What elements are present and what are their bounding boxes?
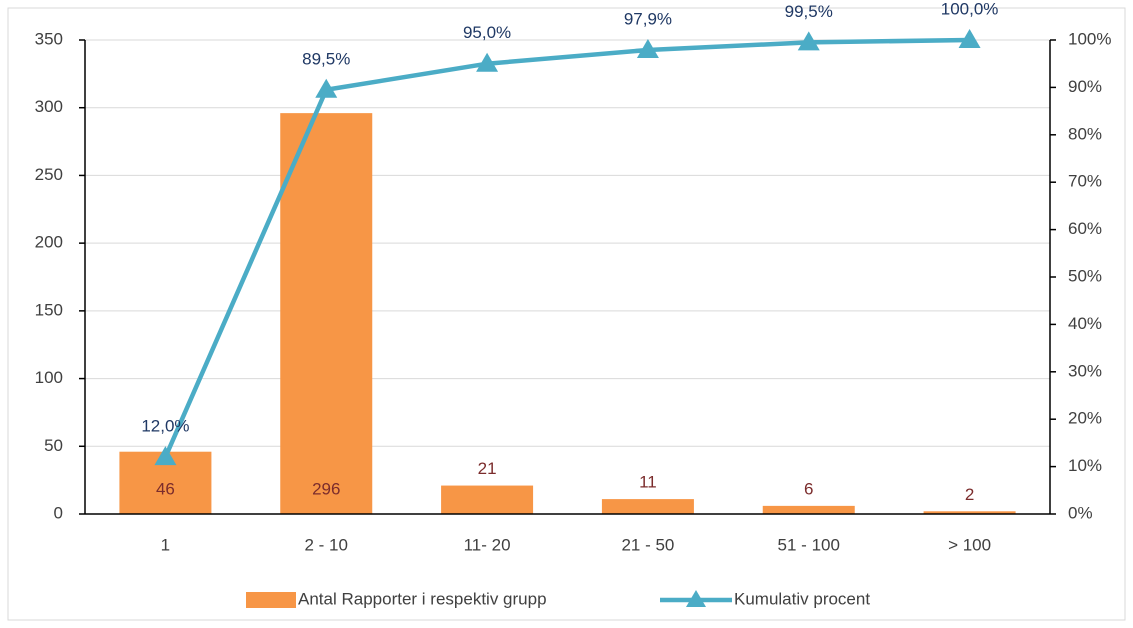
y2-tick-label: 50% <box>1068 266 1102 285</box>
bar <box>762 505 855 514</box>
x-tick-label: 21 - 50 <box>621 535 674 554</box>
legend-label: Kumulativ procent <box>734 589 870 608</box>
bar <box>923 511 1016 514</box>
y-tick-label: 50 <box>44 436 63 455</box>
y-tick-label: 200 <box>35 233 63 252</box>
bar-value-label: 2 <box>965 485 974 504</box>
bar-value-label: 6 <box>804 479 813 498</box>
y2-tick-label: 90% <box>1068 77 1102 96</box>
bar <box>280 113 373 514</box>
x-tick-label: 2 - 10 <box>305 535 348 554</box>
y-tick-label: 0 <box>54 503 63 522</box>
bar-value-label: 46 <box>156 479 175 498</box>
y-tick-label: 100 <box>35 368 63 387</box>
line-marker <box>315 78 338 98</box>
bar-value-label: 296 <box>312 479 340 498</box>
bar-value-label: 21 <box>478 459 497 478</box>
y2-tick-label: 10% <box>1068 456 1102 475</box>
y2-tick-label: 20% <box>1068 409 1102 428</box>
y-tick-label: 350 <box>35 29 63 48</box>
legend-swatch <box>246 592 296 608</box>
y-tick-label: 150 <box>35 300 63 319</box>
x-tick-label: 51 - 100 <box>778 535 840 554</box>
line-value-label: 99,5% <box>785 2 833 21</box>
line-value-label: 89,5% <box>302 49 350 68</box>
legend-marker <box>686 590 706 607</box>
line-value-label: 95,0% <box>463 23 511 42</box>
y2-tick-label: 40% <box>1068 314 1102 333</box>
line <box>163 37 970 459</box>
bar <box>441 485 534 514</box>
x-tick-label: > 100 <box>948 535 991 554</box>
line-marker <box>797 31 820 51</box>
y-tick-label: 250 <box>35 165 63 184</box>
line-value-label: 12,0% <box>141 417 189 436</box>
line-value-label: 97,9% <box>624 9 672 28</box>
x-tick-label: 1 <box>161 535 170 554</box>
bar <box>601 499 694 514</box>
y2-tick-label: 100% <box>1068 29 1111 48</box>
y2-tick-label: 80% <box>1068 124 1102 143</box>
line-marker <box>476 52 499 72</box>
line-value-label: 100,0% <box>941 0 999 18</box>
y-tick-label: 300 <box>35 97 63 116</box>
line-marker <box>154 446 177 466</box>
bar-value-label: 11 <box>639 473 657 492</box>
y2-tick-label: 30% <box>1068 361 1102 380</box>
chart-frame <box>7 7 1126 621</box>
line-marker <box>958 29 981 48</box>
y2-tick-label: 0% <box>1068 503 1093 522</box>
y2-tick-label: 70% <box>1068 172 1102 191</box>
x-tick-label: 11- 20 <box>464 535 511 554</box>
legend-label: Antal Rapporter i respektiv grupp <box>298 589 547 608</box>
line-marker <box>636 38 659 58</box>
y2-tick-label: 60% <box>1068 219 1102 238</box>
